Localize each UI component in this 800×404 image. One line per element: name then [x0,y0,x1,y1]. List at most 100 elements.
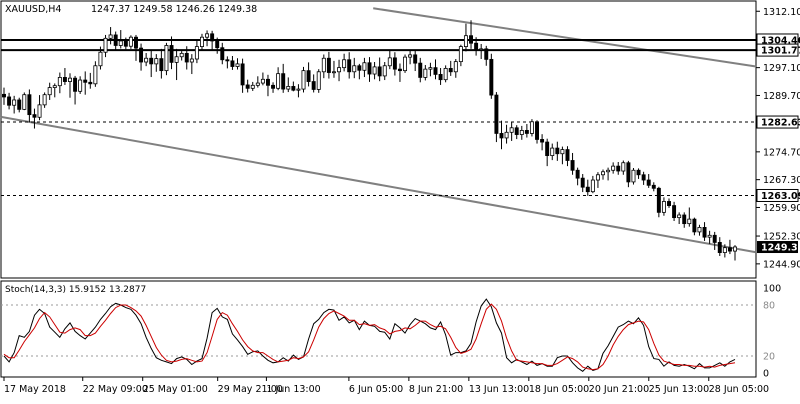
candle-body [687,218,692,225]
price-tick-label: 1274.70 [763,147,800,158]
candle-body [83,79,88,83]
candle-body [27,94,32,116]
candle-body [458,46,463,63]
candle-body [682,214,687,225]
candle-body [88,81,93,85]
level-tag-label: 1304.46 [761,35,800,46]
price-pane-frame [0,0,757,279]
candle-body [276,73,281,89]
level-tag-box [756,115,799,129]
candle-body [641,174,646,181]
trendline-lower-channel [0,115,757,254]
candle-body [702,226,707,238]
candle-body [32,114,37,118]
candle-body [397,68,402,72]
candle-body [575,169,580,179]
candle-body [727,247,732,252]
candle-body [62,77,67,82]
current-price-label: 1249.38 [761,243,800,254]
candle-body [235,63,240,67]
candle-body [733,246,737,252]
candle-body [661,201,666,213]
candle-body [260,78,265,84]
candle-body [717,242,722,253]
candle-body [565,149,570,161]
candle-body [707,234,712,238]
time-tick-label: 13 Jun 13:00 [469,384,529,395]
price-tick-label: 1312.10 [763,7,800,18]
stochastic-tick-label: 100 [763,284,781,295]
candle-body [98,51,103,67]
candle-body [306,70,311,82]
candle-body [651,184,656,189]
candle-body [535,121,539,140]
time-tick-label: 8 Jun 21:00 [409,384,463,395]
candle-body [179,52,184,58]
candle-body [540,139,545,143]
candle-body [311,81,316,90]
candle-body [403,56,408,72]
candle-body [423,68,428,78]
candle-body [205,33,210,38]
candle-body [677,214,682,219]
candle-body [590,179,595,193]
symbol-header: XAUUSD,H4 [5,4,61,15]
candle-body [545,141,550,157]
candle-body [2,93,6,98]
time-tick-label: 1 Jun 13:00 [266,384,320,395]
candle-body [692,218,697,233]
price-tick-label: 1297.10 [763,63,800,74]
candle-body [194,46,199,60]
candle-body [519,130,524,135]
time-tick-label: 25 Jun 13:00 [649,384,709,395]
candle-body [606,169,611,173]
candle-body [621,162,626,172]
candle-body [7,96,12,106]
candle-body [667,201,671,206]
candle-body [159,58,164,72]
time-tick-label: 25 May 01:00 [143,384,208,395]
candle-body [408,54,413,58]
candle-body [128,36,133,47]
candle-body [580,177,585,188]
time-tick-label: 22 May 09:00 [83,384,148,395]
candle-body [255,82,260,86]
price-axis: 1312.10 1297.10 1289.70 1274.70 1267.30 1259.… [756,7,800,270]
time-tick-label: 29 May 21:00 [218,384,283,395]
candle-body [316,71,321,90]
candle-body [265,78,270,86]
candle-body [616,165,621,172]
stochastic-tick-label: 0 [763,369,769,380]
candle-body [418,62,423,78]
candle-body [494,94,499,134]
candle-body [697,226,702,233]
candle-body [474,42,479,51]
candle-body [555,147,560,155]
level-tag-label: 1263.09 [761,191,800,202]
candle-body [93,65,98,85]
level-tag-label: 1282.63 [761,118,800,129]
stochastic-pane-frame [0,280,757,378]
candle-body [68,77,72,82]
candle-body [387,57,392,67]
candle-body [601,171,605,176]
candle-body [656,187,661,213]
candle-body [250,84,255,89]
candle-body [392,57,397,70]
trendline-upper-channel [373,7,757,68]
candle-body [463,35,468,47]
price-tick-label: 1252.30 [763,232,800,243]
candle-body [47,87,52,96]
candle-body [321,57,326,73]
candle-body [118,40,123,46]
stochastic-title: Stoch(14,3,3) 15.9152 13.2877 [5,285,146,295]
candle-body [215,40,220,49]
level-tag-box [756,188,799,202]
candle-body [331,71,336,74]
level-tag-box [756,43,799,57]
candle-body [499,133,504,139]
candle-body [139,47,144,63]
time-tick-label: 18 Jun 05:00 [529,384,589,395]
candle-body [12,99,17,106]
